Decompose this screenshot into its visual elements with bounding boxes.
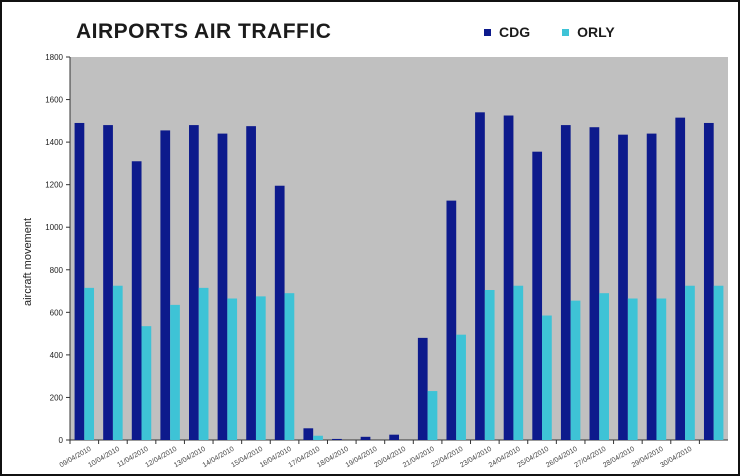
bar-orly [484, 289, 495, 440]
bar-cdg [532, 151, 543, 441]
bar-orly [255, 296, 266, 440]
bar-cdg [274, 185, 285, 440]
x-tick-label: 18/04/2010 [316, 446, 350, 470]
bar-cdg [160, 130, 171, 441]
x-tick-label: 24/04/2010 [488, 446, 522, 470]
y-tick-label: 800 [50, 266, 64, 275]
x-tick-label: 13/04/2010 [173, 446, 207, 470]
bar-orly [141, 326, 152, 440]
x-tick-label: 14/04/2010 [202, 446, 236, 470]
bar-cdg [503, 115, 514, 440]
bar-orly [198, 287, 209, 440]
x-tick-label: 17/04/2010 [287, 446, 321, 470]
x-tick-label: 09/04/2010 [59, 446, 93, 470]
bar-orly [713, 285, 724, 440]
bar-cdg [475, 112, 485, 441]
y-tick-label: 1800 [45, 53, 63, 62]
x-tick-label: 22/04/2010 [431, 446, 465, 470]
x-tick-label: 12/04/2010 [144, 446, 178, 470]
bar-cdg [675, 117, 686, 441]
bar-orly [570, 300, 581, 440]
legend-swatch-orly [562, 28, 570, 36]
bar-orly [456, 334, 466, 440]
legend-swatch-cdg [484, 28, 491, 36]
legend-label-orly: ORLY [577, 24, 615, 40]
legend: CDG ORLY [484, 24, 615, 40]
bar-orly [599, 293, 609, 440]
x-tick-label: 10/04/2010 [87, 446, 121, 470]
y-tick-label: 0 [59, 436, 64, 445]
y-tick-label: 600 [50, 308, 64, 317]
bar-cdg [217, 133, 228, 440]
bar-cdg [303, 428, 314, 440]
chart-title: AIRPORTS AIR TRAFFIC [76, 20, 332, 43]
x-tick-label: 19/04/2010 [345, 446, 379, 470]
bar-cdg [131, 161, 142, 440]
y-tick-label: 1000 [45, 223, 63, 232]
bar-cdg [446, 200, 457, 440]
x-tick-label: 21/04/2010 [402, 446, 436, 470]
x-tick-label: 27/04/2010 [574, 446, 608, 470]
x-tick-label: 25/04/2010 [516, 446, 550, 470]
bar-orly [542, 315, 552, 440]
x-tick-label: 15/04/2010 [230, 446, 264, 470]
bar-cdg [246, 126, 256, 441]
bar-orly [170, 304, 180, 440]
bar-orly [84, 287, 95, 440]
legend-item-orly: ORLY [562, 24, 615, 40]
bar-cdg [360, 436, 371, 440]
bar-cdg [646, 133, 657, 440]
bar-orly [227, 298, 238, 440]
legend-label-cdg: CDG [499, 24, 531, 40]
x-tick-label: 23/04/2010 [459, 446, 493, 470]
bar-orly [627, 298, 638, 440]
bar-cdg [332, 438, 342, 440]
bar-cdg [74, 122, 85, 440]
x-tick-label: 26/04/2010 [545, 446, 579, 470]
bar-cdg [618, 134, 628, 441]
y-tick-label: 1600 [45, 96, 63, 105]
y-tick-label: 200 [50, 393, 64, 402]
y-tick-label: 400 [50, 351, 64, 360]
bar-orly [313, 435, 323, 440]
bar-orly [656, 298, 667, 440]
bar-cdg [589, 127, 600, 440]
bar-orly [513, 285, 524, 440]
x-tick-label: 20/04/2010 [373, 446, 407, 470]
y-tick-label: 1400 [45, 138, 63, 147]
bar-cdg [189, 125, 199, 440]
x-tick-label: 29/04/2010 [631, 446, 665, 470]
x-tick-label: 16/04/2010 [259, 446, 293, 470]
bar-cdg [103, 125, 113, 440]
x-tick-label: 28/04/2010 [602, 446, 636, 470]
x-tick-label: 30/04/2010 [659, 446, 693, 470]
y-tick-label: 1200 [45, 181, 63, 190]
legend-item-cdg: CDG [484, 24, 530, 40]
bar-cdg [560, 125, 571, 440]
bar-cdg [389, 434, 399, 440]
bar-cdg [703, 122, 714, 440]
bar-orly [685, 285, 695, 440]
bar-orly [284, 293, 295, 440]
bar-orly [427, 391, 438, 440]
bar-cdg [417, 337, 428, 440]
bar-orly [112, 285, 123, 440]
